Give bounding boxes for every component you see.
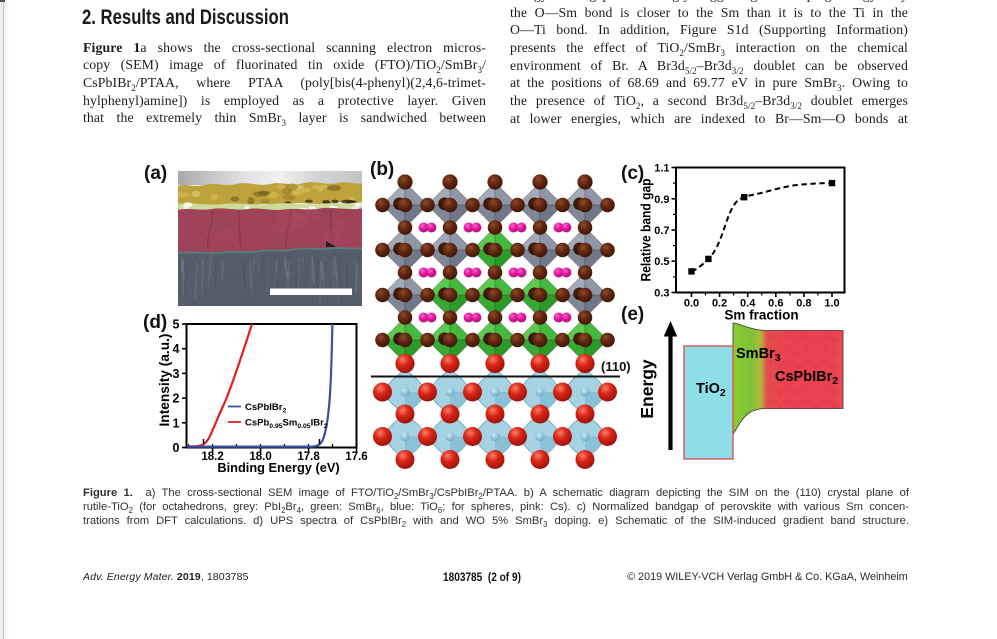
svg-text:5: 5	[173, 318, 180, 332]
svg-text:0.7: 0.7	[654, 225, 669, 237]
svg-text:3: 3	[173, 367, 180, 381]
svg-text:SmBr3: SmBr3	[736, 346, 781, 364]
svg-text:(110): (110)	[601, 359, 631, 374]
svg-text:Energy: Energy	[637, 359, 657, 419]
svg-text:1.0: 1.0	[824, 298, 839, 310]
svg-text:4: 4	[173, 342, 180, 356]
svg-text:Intensity (a.u.): Intensity (a.u.)	[156, 334, 172, 427]
svg-text:18.2: 18.2	[201, 451, 223, 463]
svg-text:17.8: 17.8	[297, 451, 320, 463]
svg-text:18.0: 18.0	[249, 451, 271, 463]
svg-text:Sm fraction: Sm fraction	[724, 308, 798, 323]
svg-text:CsPbIBr2: CsPbIBr2	[775, 369, 838, 387]
svg-text:1: 1	[173, 416, 180, 430]
svg-text:2: 2	[173, 392, 180, 406]
svg-text:0: 0	[173, 441, 180, 455]
svg-text:0.8: 0.8	[796, 298, 811, 310]
svg-text:CsPbIBr2: CsPbIBr2	[245, 402, 286, 415]
svg-text:CsPb0.95Sm0.05IBr2: CsPb0.95Sm0.05IBr2	[245, 418, 328, 431]
svg-text:0.2: 0.2	[712, 298, 727, 310]
svg-text:0.4: 0.4	[740, 298, 756, 310]
svg-text:TiO2: TiO2	[696, 381, 726, 399]
svg-text:0.9: 0.9	[654, 194, 669, 206]
svg-text:17.6: 17.6	[345, 451, 367, 463]
svg-text:1.1: 1.1	[654, 163, 669, 175]
svg-text:Binding Energy (eV): Binding Energy (eV)	[217, 460, 339, 475]
svg-text:0.5: 0.5	[654, 256, 669, 268]
svg-text:Relative band gap: Relative band gap	[639, 179, 654, 282]
svg-text:0.3: 0.3	[654, 288, 669, 300]
svg-text:0.6: 0.6	[768, 298, 783, 310]
svg-text:0.0: 0.0	[684, 298, 699, 310]
